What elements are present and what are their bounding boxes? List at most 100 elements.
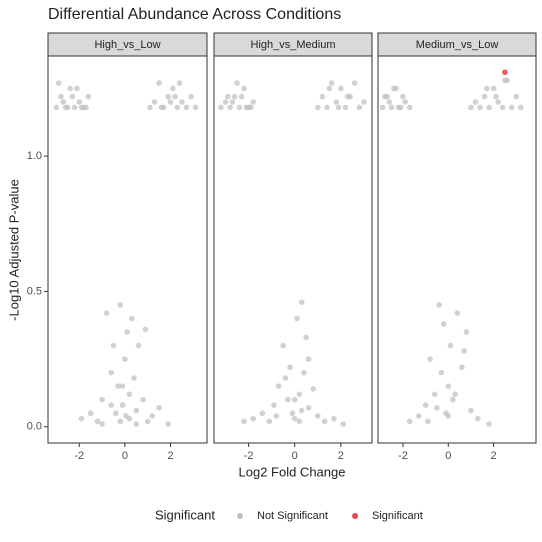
point [287,364,293,371]
point [78,415,85,422]
x-tick-label: -2 [244,450,254,462]
point [172,93,178,100]
y-tick-label: 1.0 [27,150,42,162]
point [402,99,409,105]
point [340,421,346,427]
point [513,93,520,100]
legend-label: Not Significant [257,510,328,522]
point [135,342,142,349]
point [117,418,124,425]
point [158,104,165,111]
point [123,413,129,419]
x-tick-label: 0 [122,450,128,462]
point [425,418,431,425]
point [76,99,83,105]
point [231,93,238,100]
point [395,104,402,111]
y-tick-label: 0.5 [27,285,42,297]
point [183,104,190,111]
point [314,413,321,419]
point [344,93,351,100]
point [291,415,298,422]
point [140,396,146,403]
point [83,104,89,111]
point [454,310,461,316]
x-tick-label: -2 [398,450,408,462]
x-tick-label: 2 [491,450,497,462]
point [271,402,277,408]
point [99,421,105,427]
point [484,85,490,92]
point [436,302,443,308]
panel [213,55,373,444]
point [285,396,291,403]
point [388,104,395,111]
point [427,356,433,362]
point [69,93,76,100]
point [481,93,488,100]
point [282,375,289,381]
point [169,85,176,92]
point [280,342,286,349]
point [156,405,162,411]
y-axis-label: -Log10 Adjusted P-value [6,179,21,321]
point [289,410,296,417]
point [222,99,229,105]
point [294,315,300,322]
point [128,315,135,322]
point [78,104,85,111]
point [518,104,524,111]
point [236,104,243,111]
point [493,93,499,100]
point [174,104,181,111]
point [241,85,247,92]
point [508,104,515,111]
point [298,299,305,306]
point [229,99,236,105]
point [333,99,340,105]
point [291,396,298,403]
point [431,391,438,398]
point [58,93,64,100]
point [266,418,273,425]
chart-title: Differential Abundance Across Conditions [48,6,341,23]
point [303,334,310,341]
point [112,410,119,417]
point [486,104,492,111]
point [438,369,445,376]
point [356,104,363,111]
point [499,104,506,111]
point [463,329,470,335]
point [124,329,130,335]
point [119,402,126,408]
point [321,418,328,425]
point [55,80,62,86]
point [122,356,128,362]
point [142,326,149,333]
point [379,104,386,111]
point [74,85,80,92]
x-tick-label: -2 [74,450,84,462]
point [331,415,337,422]
point [447,342,454,349]
point [382,93,388,100]
point [486,421,492,427]
point [218,104,224,111]
legend-marker [237,513,243,519]
point [110,342,117,349]
strip-label: High_vs_Low [94,39,160,51]
panel [47,55,208,444]
point [65,104,71,111]
point [495,99,501,105]
point [459,364,465,371]
point [361,99,367,105]
point [422,402,429,408]
point [502,69,508,76]
point [273,413,280,419]
point [461,348,467,354]
point [115,383,121,389]
point [192,104,199,111]
point [386,99,393,105]
point [434,405,440,411]
